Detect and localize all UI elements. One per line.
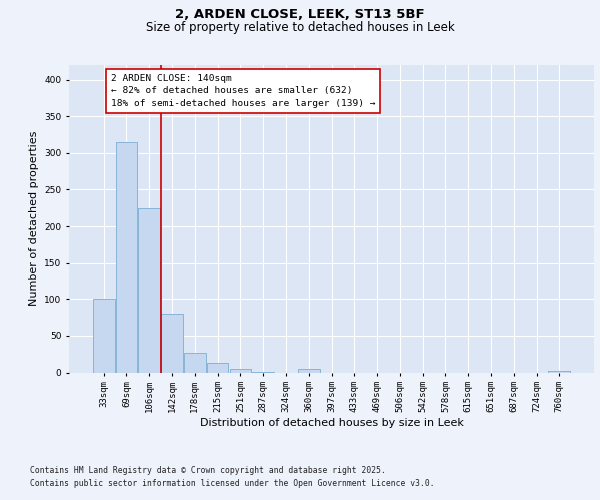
Bar <box>184 352 206 372</box>
X-axis label: Distribution of detached houses by size in Leek: Distribution of detached houses by size … <box>200 418 463 428</box>
Bar <box>298 369 320 372</box>
Y-axis label: Number of detached properties: Number of detached properties <box>29 131 38 306</box>
Bar <box>93 300 115 372</box>
Text: Contains public sector information licensed under the Open Government Licence v3: Contains public sector information licen… <box>30 479 434 488</box>
Text: Contains HM Land Registry data © Crown copyright and database right 2025.: Contains HM Land Registry data © Crown c… <box>30 466 386 475</box>
Bar <box>139 208 160 372</box>
Bar <box>161 314 183 372</box>
Text: Size of property relative to detached houses in Leek: Size of property relative to detached ho… <box>146 21 454 34</box>
Text: 2 ARDEN CLOSE: 140sqm
← 82% of detached houses are smaller (632)
18% of semi-det: 2 ARDEN CLOSE: 140sqm ← 82% of detached … <box>110 74 375 108</box>
Bar <box>548 371 570 372</box>
Bar <box>116 142 137 372</box>
Bar <box>207 363 229 372</box>
Bar <box>230 369 251 372</box>
Text: 2, ARDEN CLOSE, LEEK, ST13 5BF: 2, ARDEN CLOSE, LEEK, ST13 5BF <box>175 8 425 20</box>
